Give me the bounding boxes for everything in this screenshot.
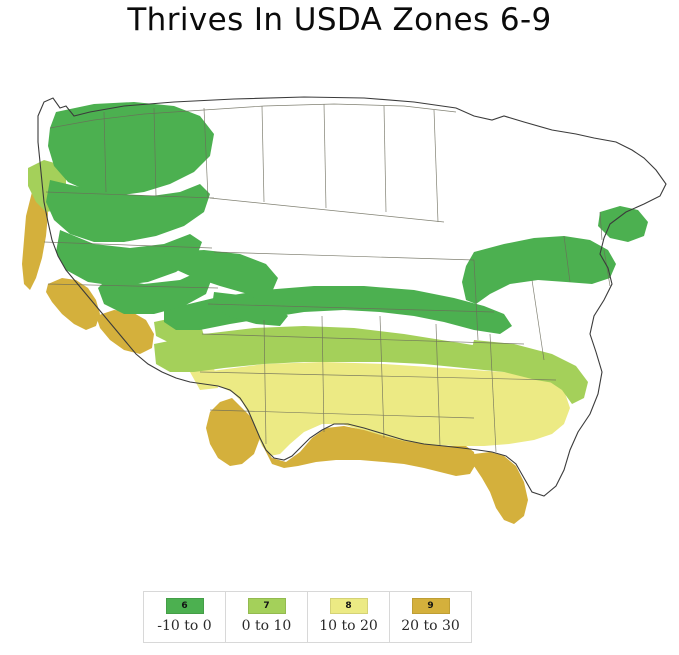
zone-fill-layer: [22, 102, 648, 524]
legend-range-zone-8: 10 to 20: [319, 618, 378, 634]
legend-range-zone-7: 0 to 10: [241, 618, 292, 634]
legend-cell-zone-6: 6 -10 to 0: [143, 591, 226, 643]
zone-legend: 6 -10 to 0 7 0 to 10 8 10 to 20 9 20 to …: [143, 591, 472, 643]
legend-cell-zone-9: 9 20 to 30: [389, 591, 472, 643]
legend-cell-zone-8: 8 10 to 20: [307, 591, 390, 643]
legend-range-zone-6: -10 to 0: [157, 618, 212, 634]
legend-swatch-zone-7: 7: [247, 598, 286, 614]
zone-6-areas: [46, 102, 648, 334]
legend-swatch-zone-6: 6: [165, 598, 204, 614]
country-outline: [37, 96, 667, 497]
legend-cell-zone-7: 7 0 to 10: [225, 591, 308, 643]
legend-swatch-zone-9: 9: [411, 598, 450, 614]
legend-range-zone-9: 20 to 30: [401, 618, 460, 634]
usda-zone-map: [4, 72, 675, 572]
zone-9-areas: [22, 184, 528, 524]
page-title: Thrives In USDA Zones 6-9: [127, 2, 552, 38]
legend-swatch-zone-8: 8: [329, 598, 368, 614]
map-borders: [43, 103, 611, 453]
